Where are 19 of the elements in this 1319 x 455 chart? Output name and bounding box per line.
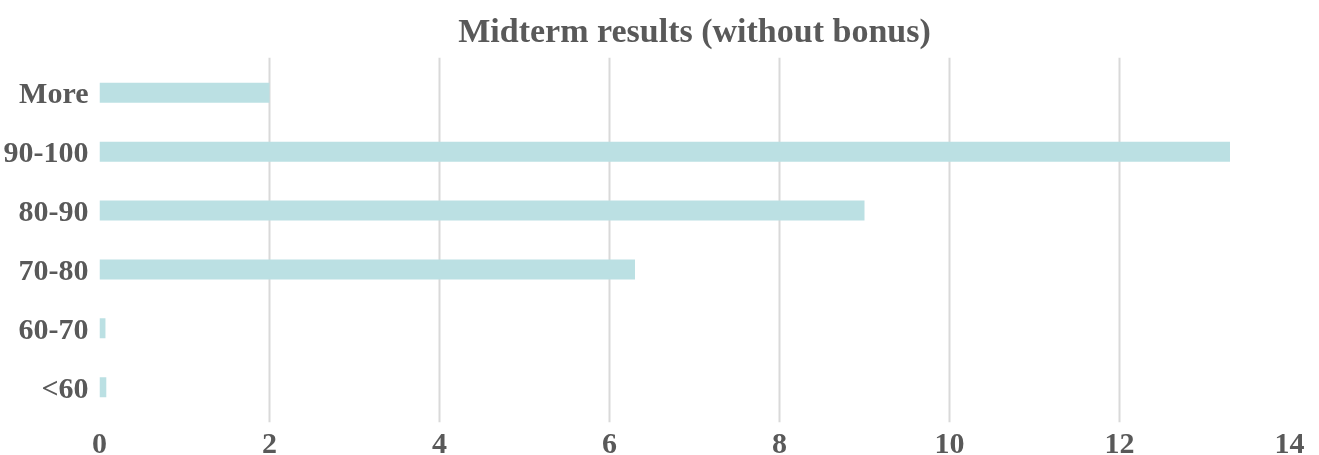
x-tick-label: 0 (92, 425, 107, 455)
bar (99, 259, 635, 280)
x-tick-label: 8 (772, 425, 787, 455)
x-tick-label: 2 (262, 425, 277, 455)
x-tick-label: 10 (934, 425, 965, 455)
y-tick-label: 80-90 (18, 194, 89, 228)
y-tick-label: 70-80 (18, 252, 89, 286)
x-tick-label: 12 (1104, 425, 1135, 455)
y-tick-label: <60 (41, 370, 89, 404)
bar (99, 200, 865, 221)
x-tick-label: 4 (432, 425, 447, 455)
y-tick-label: 90-100 (3, 135, 89, 169)
bar (99, 82, 270, 103)
y-tick-label: More (19, 76, 89, 110)
x-tick-label: 14 (1274, 425, 1305, 455)
x-tick-label: 6 (602, 425, 617, 455)
y-tick-label: 60-70 (18, 311, 89, 345)
bar (99, 141, 1230, 162)
chart-title: Midterm results (without bonus) (458, 11, 931, 50)
